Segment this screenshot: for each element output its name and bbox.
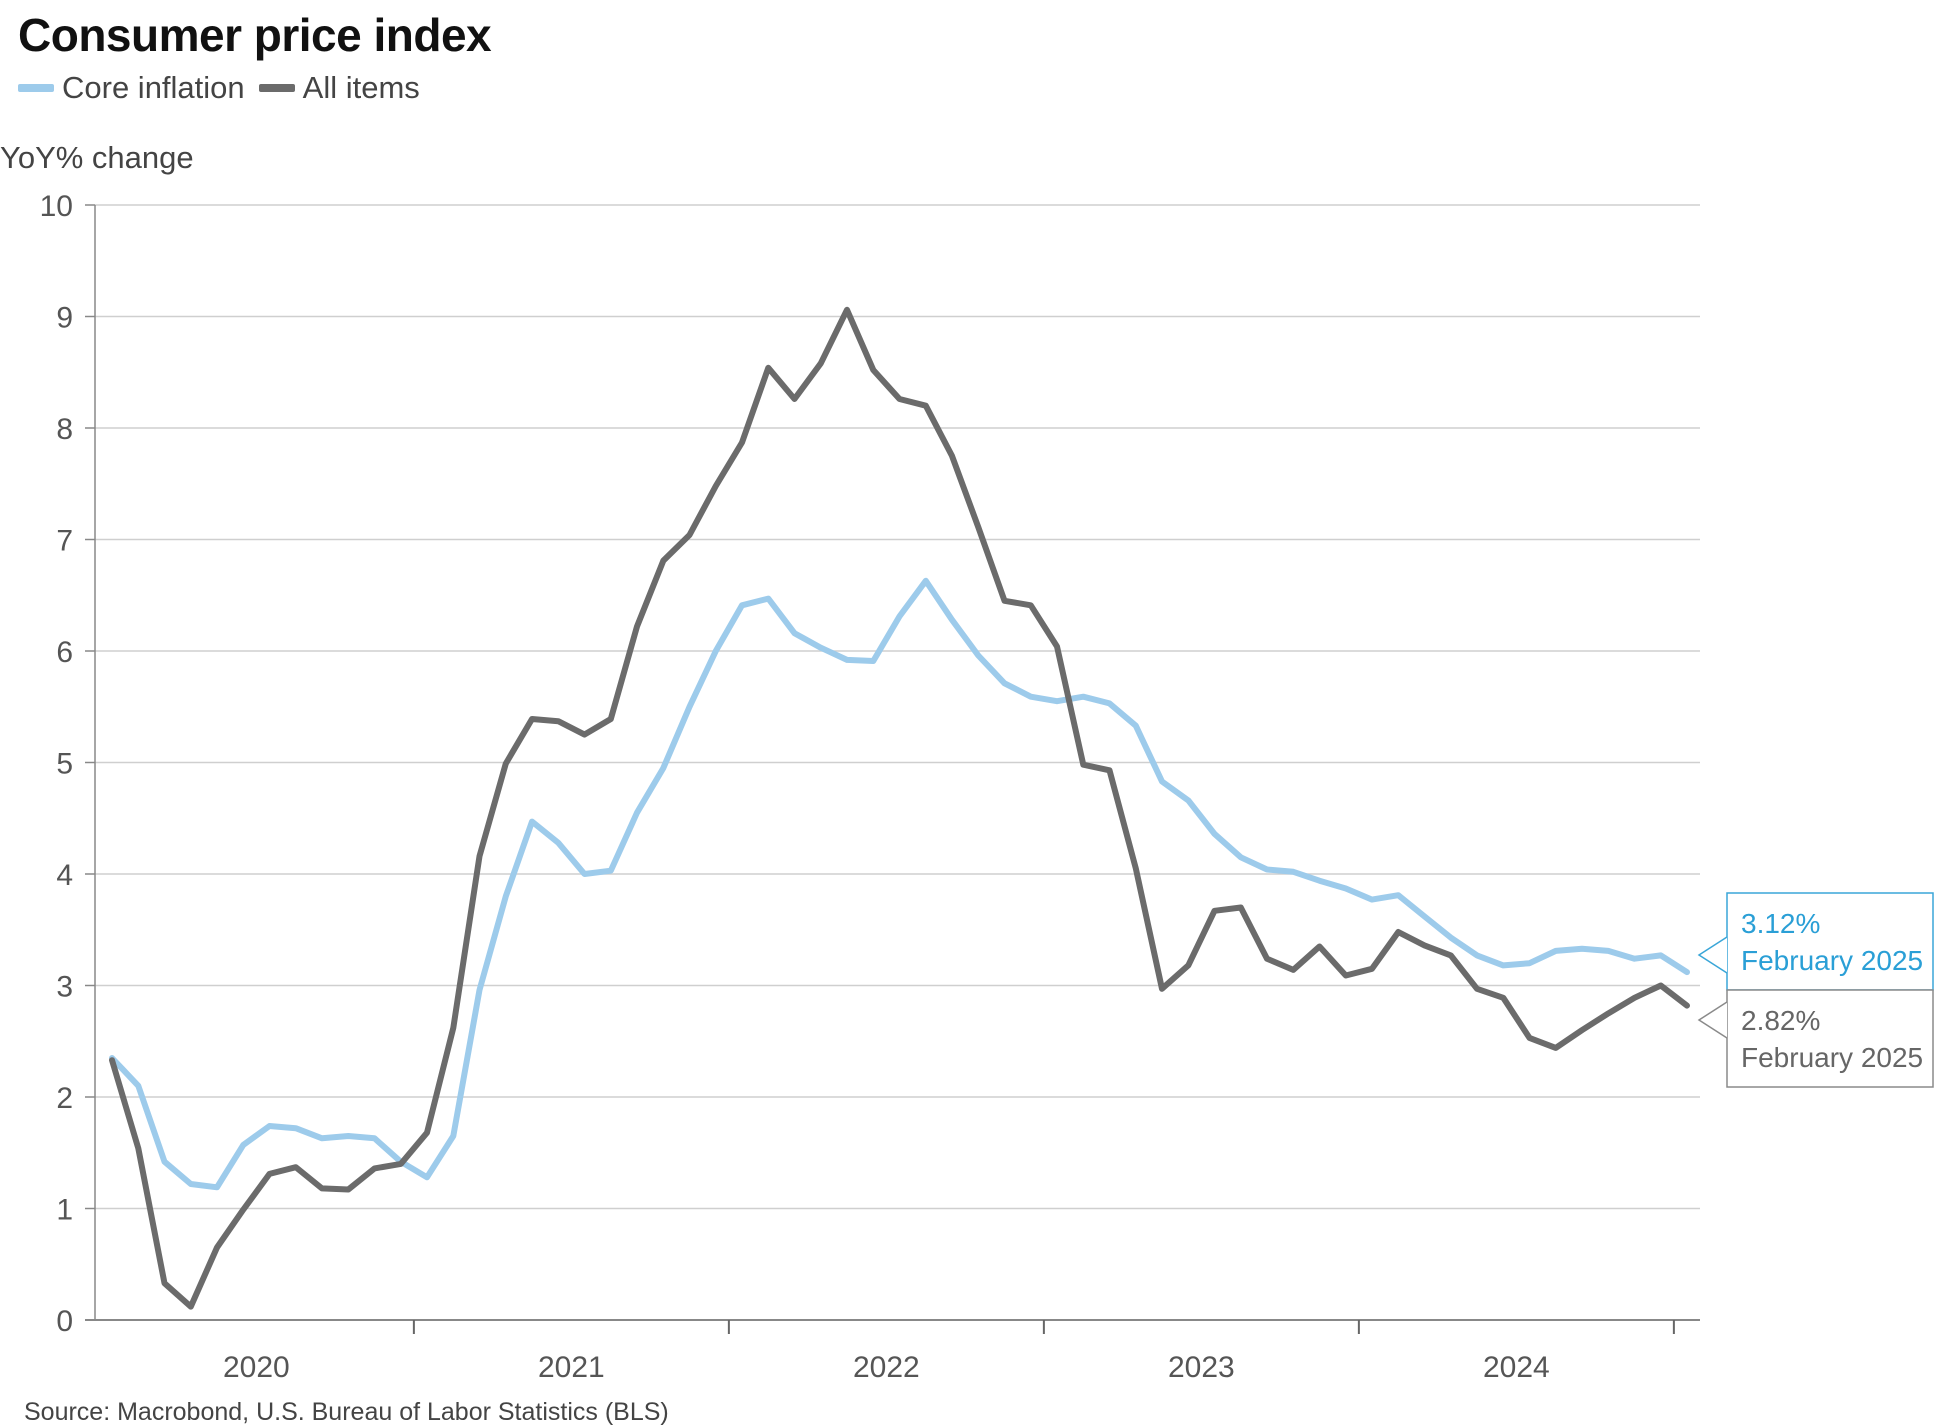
y-tick-label-7: 7: [56, 525, 73, 558]
legend-swatch-core: [18, 84, 54, 92]
x-tick-label-2020: 2020: [223, 1351, 290, 1384]
y-tick-label-2: 2: [56, 1082, 73, 1115]
y-tick-label-4: 4: [56, 859, 73, 892]
y-tick-label-3: 3: [56, 971, 73, 1004]
y-tick-label-8: 8: [56, 413, 73, 446]
legend-label-core: Core inflation: [62, 70, 245, 105]
legend-label-all: All items: [302, 70, 420, 105]
callout-value-core: 3.12%: [1741, 908, 1820, 939]
y-axis-label: YoY% change: [0, 140, 194, 175]
y-tick-label-9: 9: [56, 302, 73, 335]
callout-box-all: [1726, 989, 1934, 1088]
x-tick-label-2023: 2023: [1168, 1351, 1235, 1384]
callout-pointer-all: [1697, 1001, 1728, 1039]
callout-box-core: [1726, 892, 1934, 991]
y-tick-label-1: 1: [56, 1194, 73, 1227]
y-tick-label-10: 10: [40, 190, 73, 223]
y-tick-label-0: 0: [56, 1305, 73, 1338]
x-tick-label-2021: 2021: [538, 1351, 605, 1384]
legend-item-all: All items: [258, 70, 420, 106]
legend: Core inflation All items: [18, 70, 434, 106]
chart-title: Consumer price index: [18, 9, 492, 61]
y-tick-label-6: 6: [56, 636, 73, 669]
callout-pointer-core: [1697, 936, 1728, 974]
callout-value-all: 2.82%: [1741, 1005, 1820, 1036]
source-note: Source: Macrobond, U.S. Bureau of Labor …: [24, 1398, 669, 1426]
callout-date-all: February 2025: [1741, 1042, 1923, 1073]
series-line-all-items: [109, 306, 1690, 1310]
series-line-core-inflation: [109, 577, 1690, 1191]
y-tick-label-5: 5: [56, 748, 73, 781]
x-tick-label-2022: 2022: [853, 1351, 920, 1384]
legend-item-core: Core inflation: [18, 70, 245, 106]
x-tick-label-2024: 2024: [1483, 1351, 1550, 1384]
legend-swatch-all: [258, 84, 295, 92]
callout-date-core: February 2025: [1741, 945, 1923, 976]
